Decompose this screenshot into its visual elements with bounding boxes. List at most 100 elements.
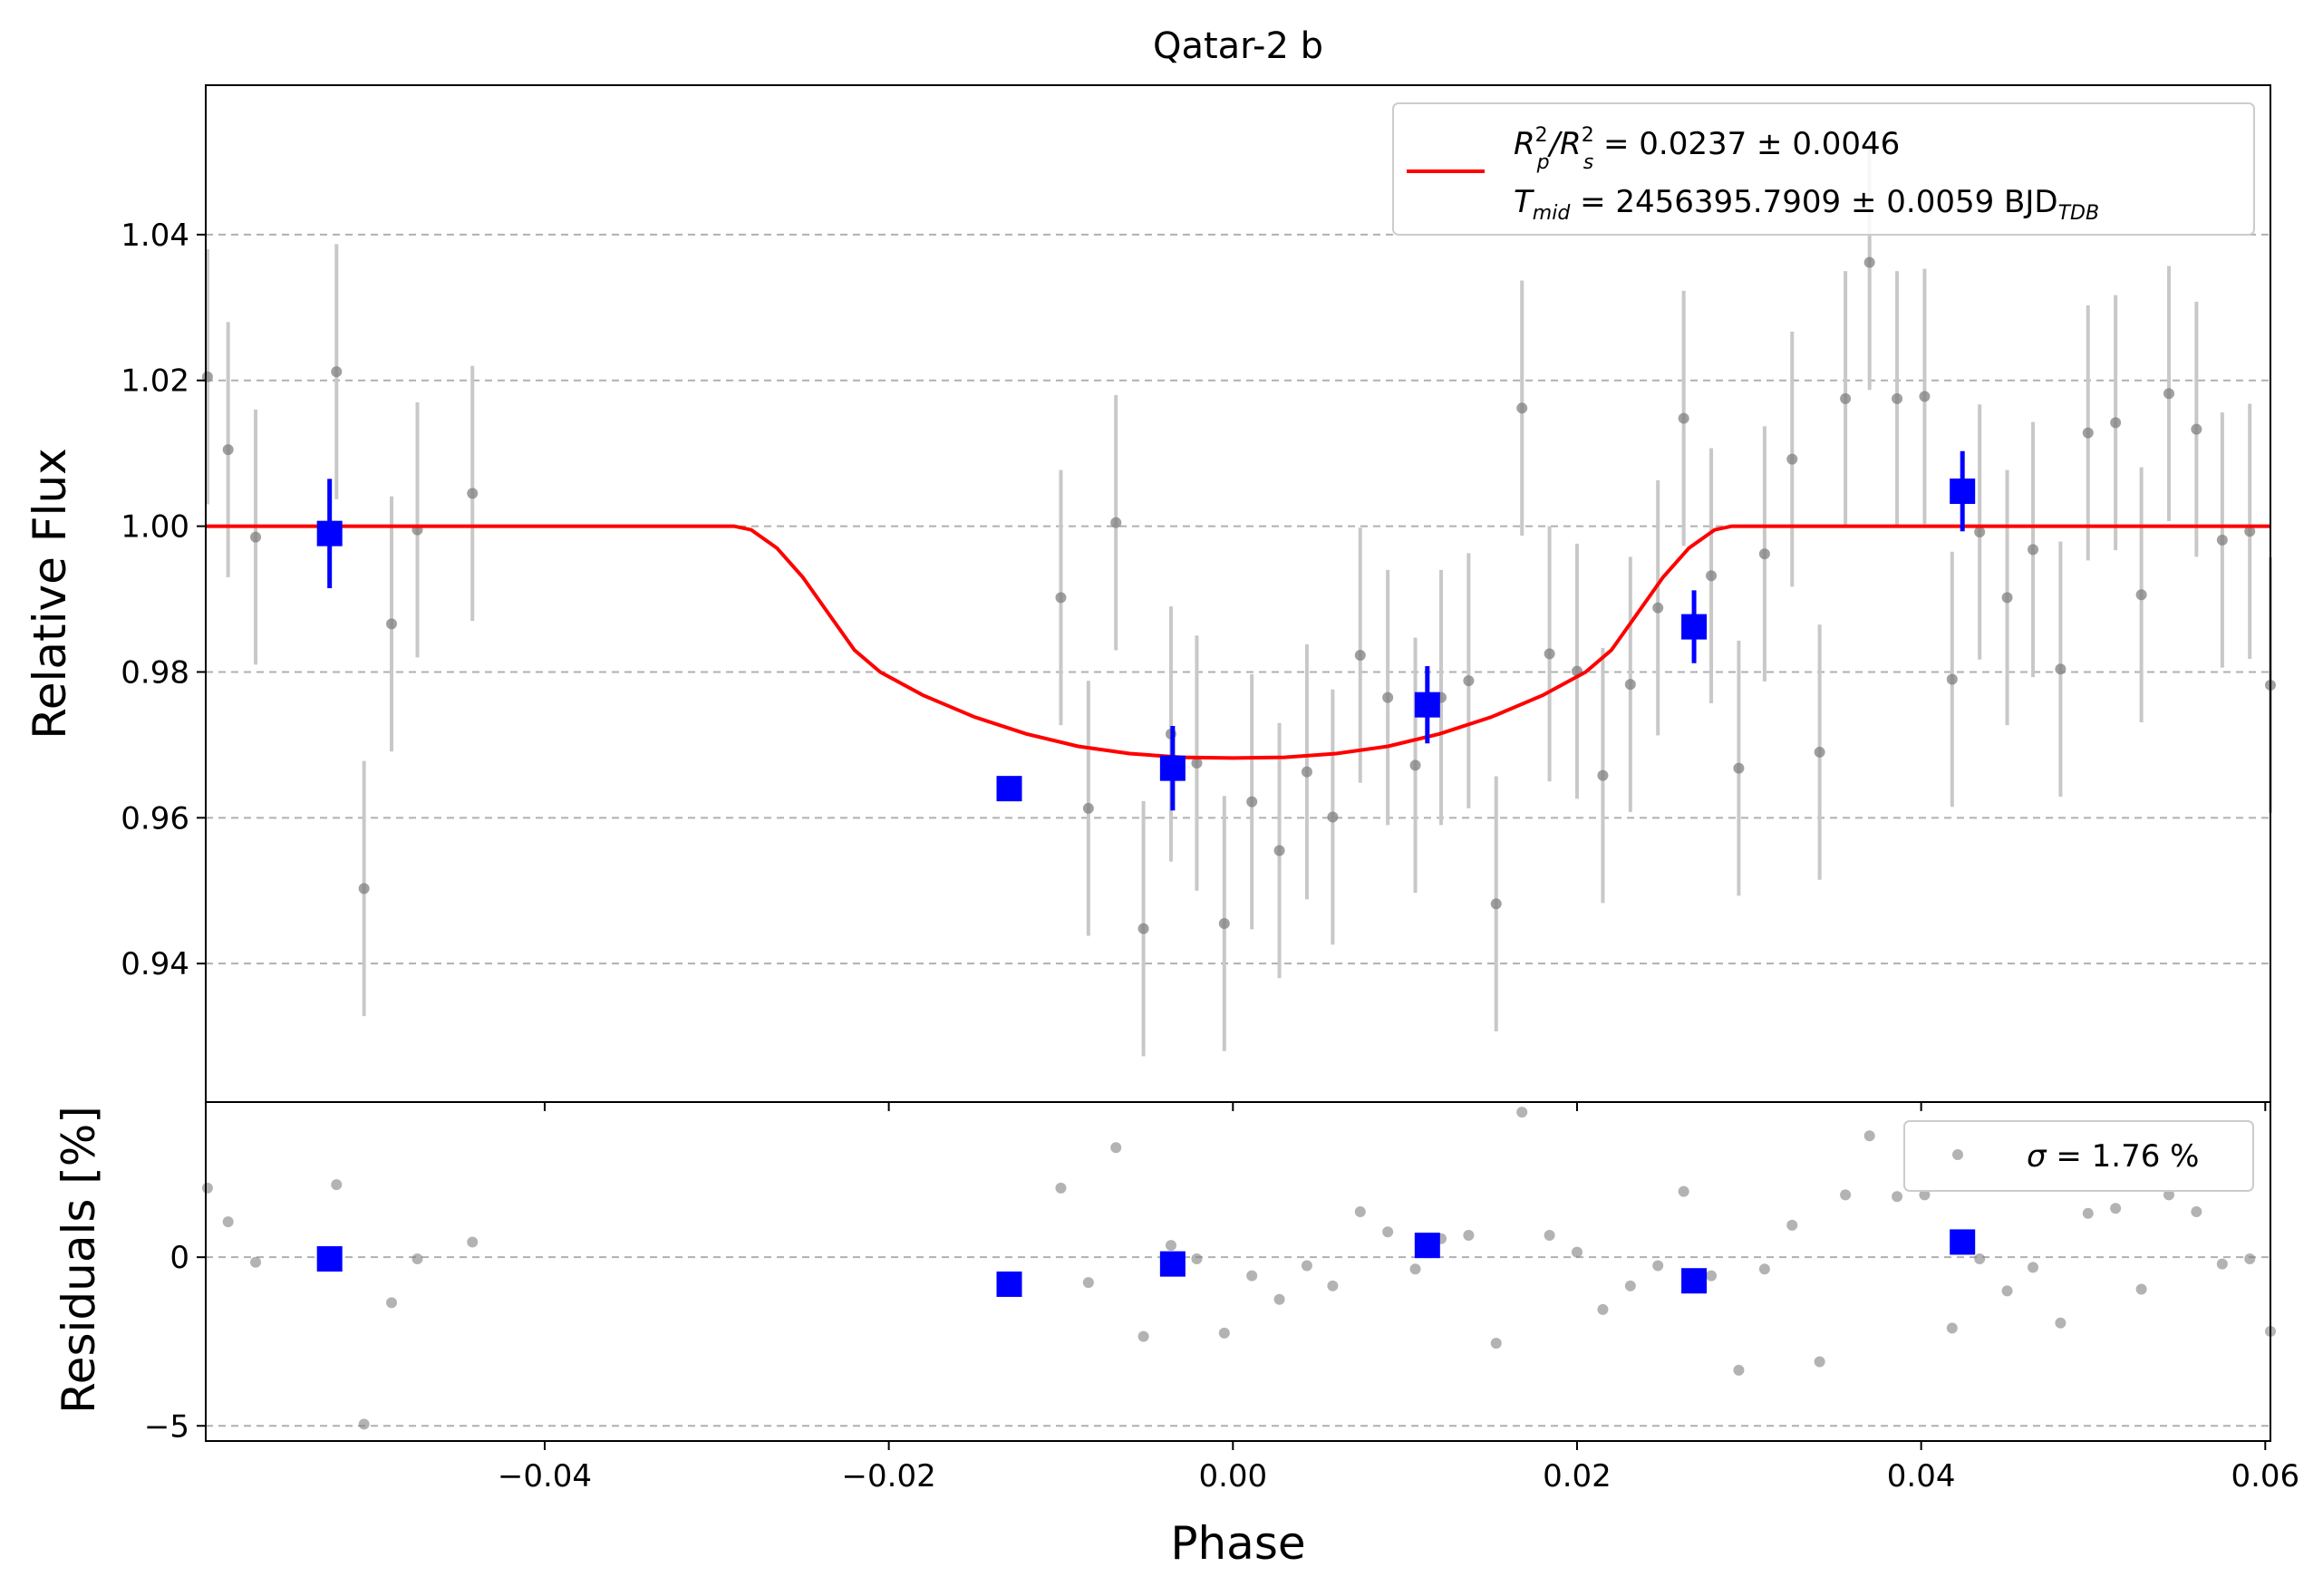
- raw-data-point: [1218, 917, 1230, 929]
- residual-raw-point: [1706, 1270, 1718, 1282]
- residual-raw-point: [1974, 1253, 1986, 1265]
- legend-depth-value: = 0.0237 ± 0.0046: [1593, 126, 1900, 162]
- residuals-y-tick-label: −5: [144, 1408, 189, 1445]
- residuals-legend-sigma: σ: [2027, 1138, 2047, 1175]
- raw-data-point: [222, 444, 234, 456]
- binned-data-point: [996, 776, 1022, 802]
- raw-data-point: [467, 488, 479, 499]
- raw-data-point: [2163, 388, 2174, 400]
- raw-data-point: [1191, 758, 1203, 769]
- residuals-raw-points: [201, 1107, 2276, 1430]
- legend-tmid-t: T: [1514, 184, 1534, 220]
- residual-raw-point: [1840, 1189, 1852, 1201]
- residuals-legend-box: [1903, 1120, 2254, 1192]
- raw-data-point: [1974, 527, 1986, 538]
- residual-raw-point: [1678, 1185, 1689, 1197]
- main-binned-points: [316, 478, 1976, 802]
- binned-data-point: [1414, 692, 1440, 718]
- raw-data-point: [1246, 796, 1258, 808]
- main-panel: 0.940.960.981.001.021.04 R2 p/R2 s = 0.023…: [24, 84, 2276, 1111]
- legend-depth-sup2: 2: [1582, 124, 1594, 147]
- residual-binned-point: [316, 1246, 343, 1272]
- raw-data-point: [201, 371, 213, 382]
- x-axis-title: Phase: [1170, 1517, 1305, 1570]
- residual-raw-point: [2082, 1207, 2094, 1219]
- raw-data-point: [1055, 592, 1067, 604]
- residual-raw-point: [2163, 1189, 2174, 1201]
- raw-data-point: [1301, 766, 1312, 778]
- raw-data-point: [1409, 759, 1421, 771]
- residual-binned-point: [1414, 1233, 1440, 1259]
- residual-raw-point: [1273, 1293, 1285, 1305]
- raw-data-point: [1733, 762, 1745, 774]
- residual-raw-point: [1919, 1189, 1931, 1201]
- residual-raw-point: [386, 1297, 398, 1309]
- residual-raw-point: [1516, 1107, 1528, 1118]
- residual-raw-point: [1733, 1364, 1745, 1376]
- residual-raw-point: [250, 1256, 262, 1268]
- residual-raw-point: [1218, 1327, 1230, 1339]
- residual-raw-point: [1758, 1263, 1770, 1275]
- residual-raw-point: [2028, 1262, 2039, 1273]
- residual-raw-point: [1946, 1322, 1958, 1334]
- residual-raw-point: [1786, 1219, 1798, 1231]
- raw-data-point: [2135, 589, 2147, 601]
- residuals-axes-frame: [205, 1101, 2271, 1442]
- residual-binned-point: [1950, 1229, 1976, 1255]
- binned-data-point: [1681, 614, 1708, 640]
- legend-depth-r1: R: [1514, 126, 1535, 162]
- residual-raw-point: [2110, 1203, 2122, 1214]
- residual-raw-point: [1327, 1280, 1339, 1291]
- legend-depth-r2: /R: [1547, 126, 1582, 162]
- raw-data-point: [1892, 392, 1903, 404]
- residuals-y-ticks: −5 0: [144, 1240, 206, 1445]
- x-tick-label: −0.02: [842, 1458, 936, 1494]
- raw-data-point: [2082, 427, 2094, 439]
- binned-data-point: [1159, 755, 1186, 781]
- residual-raw-point: [2135, 1283, 2147, 1295]
- legend-depth-label: R2 p/R2 s = 0.0237 ± 0.0046: [1514, 124, 1900, 174]
- residuals-y-tick-label: 0: [169, 1240, 189, 1276]
- raw-data-point: [2110, 417, 2122, 429]
- x-tick-label: −0.04: [498, 1458, 592, 1494]
- raw-data-point: [2001, 592, 2013, 604]
- main-x-ticks: [543, 1102, 2267, 1111]
- raw-data-point: [1597, 769, 1609, 781]
- residual-raw-point: [1301, 1260, 1312, 1272]
- chart-title: Qatar-2 b: [1153, 25, 1323, 67]
- legend-tmid-bjd-sub: TDB: [2058, 202, 2099, 225]
- residual-binned-point: [1681, 1268, 1708, 1294]
- main-raw-points: [201, 256, 2276, 934]
- raw-data-point: [2244, 526, 2256, 537]
- residual-raw-point: [1110, 1142, 1122, 1154]
- raw-data-point: [1624, 679, 1636, 691]
- raw-data-point: [1516, 402, 1528, 414]
- residuals-panel: −5 0 −0.04 −0.02 0.00 0.02 0.04 0.06 σ = 1.76 …: [53, 1101, 2299, 1570]
- raw-data-point: [1863, 256, 1875, 268]
- x-tick-label: 0.04: [1887, 1458, 1956, 1494]
- main-y-tick-label: 1.02: [121, 363, 189, 400]
- legend-tmid-label: Tmid = 2456395.7909 ± 0.0059 BJDTDB: [1514, 184, 2099, 225]
- residuals-x-ticks: −0.04 −0.02 0.00 0.02 0.04 0.06: [498, 1441, 2299, 1494]
- residual-raw-point: [1624, 1280, 1636, 1291]
- residual-raw-point: [1055, 1182, 1067, 1194]
- main-y-tick-label: 1.00: [121, 509, 189, 546]
- residual-raw-point: [1892, 1191, 1903, 1203]
- legend-tmid-value: = 2456395.7909 ± 0.0059 BJD: [1570, 184, 2057, 220]
- residuals-legend-marker: [1952, 1149, 1963, 1160]
- x-tick-label: 0.00: [1198, 1458, 1267, 1494]
- residuals-gridlines: [206, 1256, 2270, 1427]
- residual-raw-point: [2001, 1285, 2013, 1297]
- residual-raw-point: [2055, 1317, 2067, 1329]
- residuals-legend-value: = 1.76 %: [2047, 1138, 2200, 1175]
- residual-raw-point: [411, 1253, 423, 1265]
- raw-data-point: [1786, 453, 1798, 465]
- residual-raw-point: [2244, 1253, 2256, 1265]
- raw-data-point: [1137, 923, 1149, 934]
- raw-data-point: [1544, 648, 1555, 660]
- residual-raw-point: [2191, 1205, 2202, 1217]
- main-legend-box: [1392, 102, 2255, 236]
- main-y-tick-label: 1.04: [121, 218, 189, 254]
- residual-raw-point: [1165, 1240, 1176, 1252]
